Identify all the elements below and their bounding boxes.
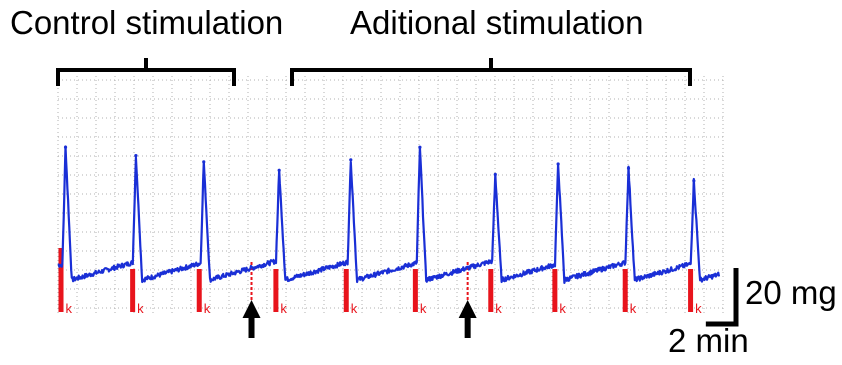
stimulus-bar	[622, 269, 628, 312]
contraction-peak	[493, 172, 497, 177]
control-stimulation-label: Control stimulation	[10, 4, 284, 41]
stimulus-label: k	[420, 301, 427, 316]
contraction-peak	[134, 154, 138, 158]
stimulus-bar	[552, 269, 558, 312]
stimulus-bar	[273, 269, 279, 312]
scale-bar-y-label: 20 mg	[745, 274, 837, 311]
scale-bar	[705, 268, 739, 327]
stimulation-arrow	[242, 300, 261, 338]
stimulation-brackets	[56, 58, 692, 86]
control-bracket	[56, 58, 236, 86]
stimulus-label: k	[351, 301, 358, 316]
scale-bar-lines	[705, 268, 739, 327]
contraction-peak	[418, 145, 422, 149]
additional-bracket	[290, 58, 692, 86]
stimulus-bar	[343, 269, 349, 312]
stimulus-label: k	[66, 301, 73, 316]
stimulus-bar	[488, 269, 494, 312]
stimulus-bar	[196, 269, 202, 312]
stimulus-bar	[412, 269, 418, 312]
contraction-trace	[57, 145, 721, 284]
stimulus-label: k	[204, 301, 211, 316]
stimulus-label: k	[559, 301, 566, 316]
stimulus-bar	[130, 269, 136, 312]
peak-markers	[63, 145, 696, 183]
contraction-peak	[349, 158, 353, 162]
contraction-peak	[202, 160, 206, 164]
stimulus-label: k	[280, 301, 287, 316]
contraction-peak	[277, 168, 281, 172]
stimulus-label: k	[630, 301, 637, 316]
contraction-peak	[626, 166, 631, 170]
stimulus-label: k	[695, 301, 702, 316]
stimulus-label: k	[495, 301, 502, 316]
stimulation-arrow	[458, 300, 477, 338]
additional-stimulation-arrows	[242, 300, 477, 338]
stimulus-label: k	[137, 301, 144, 316]
stimulus-bar	[58, 248, 64, 312]
contraction-peak	[63, 145, 68, 149]
scale-bar-x-label: 2 min	[668, 322, 749, 359]
additional-stimulation-label: Aditional stimulation	[350, 4, 644, 41]
stimulus-bar	[688, 269, 694, 312]
contraction-peak	[692, 179, 696, 183]
contraction-peak	[556, 162, 560, 166]
